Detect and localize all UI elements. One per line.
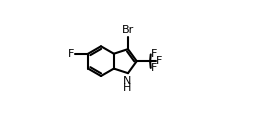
Text: F: F xyxy=(68,49,74,59)
Text: H: H xyxy=(123,83,132,93)
Text: Br: Br xyxy=(122,25,134,35)
Text: F: F xyxy=(151,49,158,59)
Text: F: F xyxy=(151,63,158,73)
Text: N: N xyxy=(123,76,132,86)
Text: F: F xyxy=(156,56,162,66)
